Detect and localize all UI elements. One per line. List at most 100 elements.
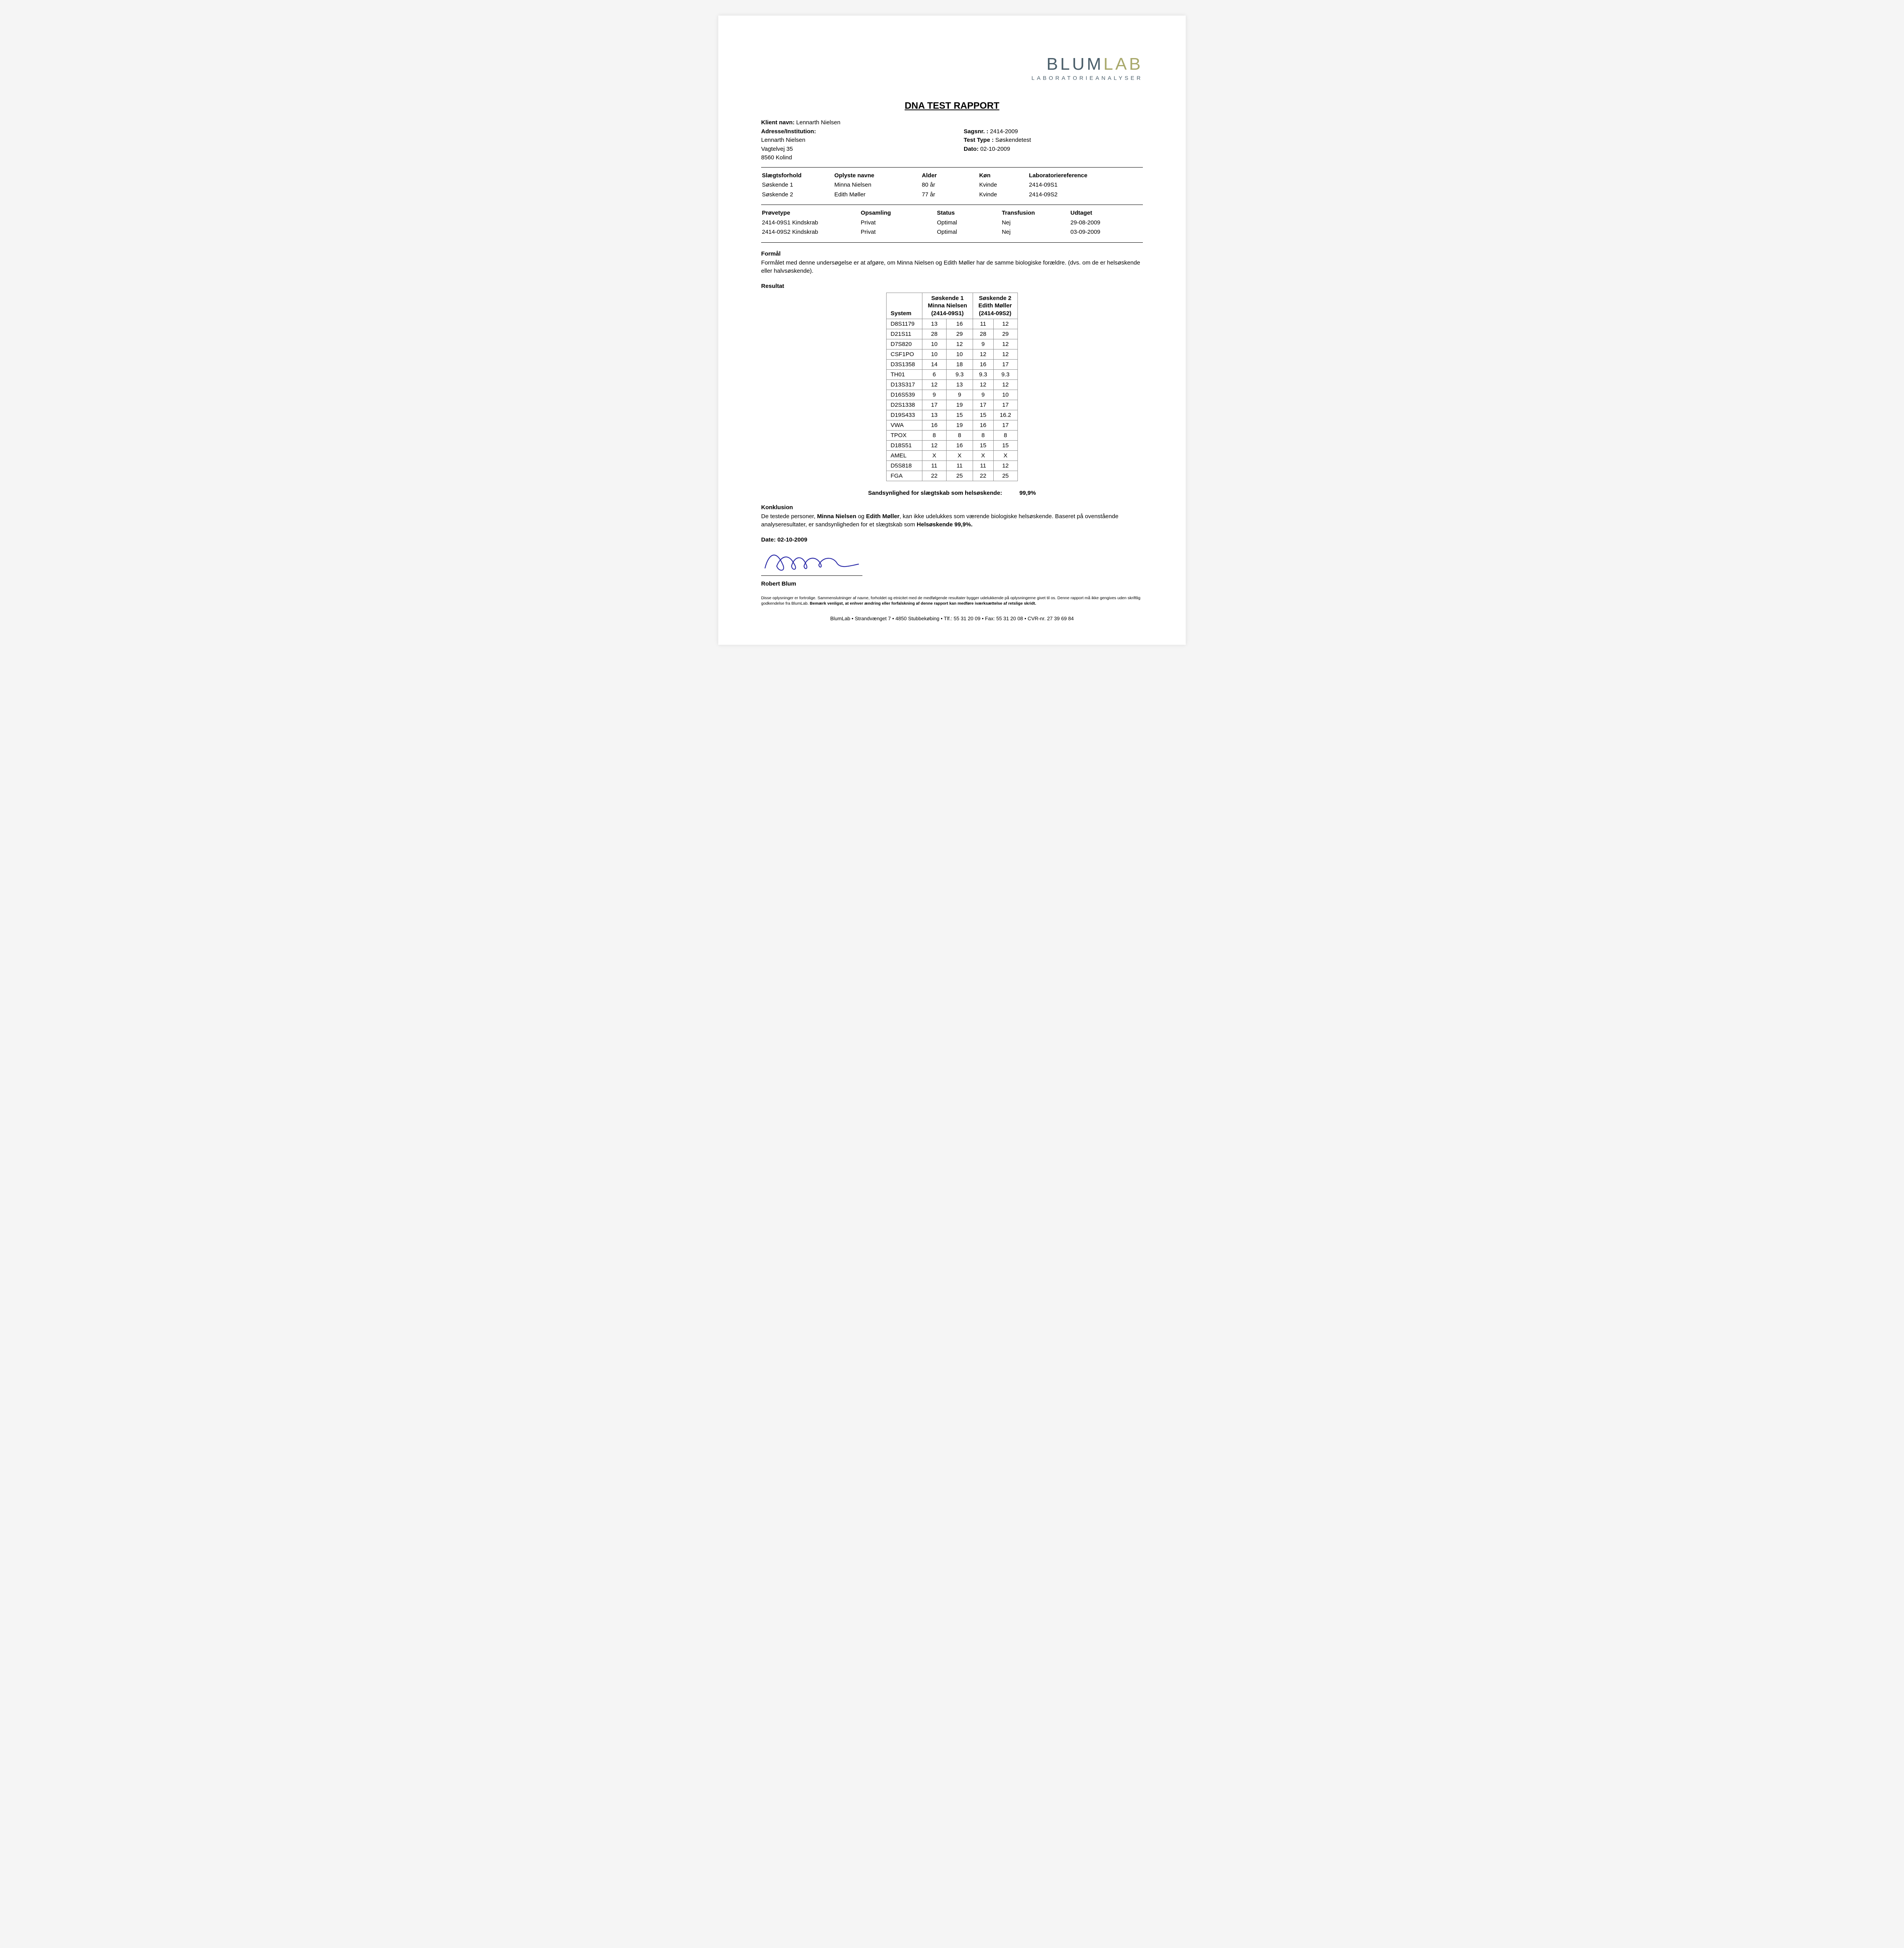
result-cell: 15 (947, 410, 973, 420)
samp-h2: Opsamling (861, 209, 936, 218)
result-cell: 15 (973, 441, 993, 451)
result-cell: TH01 (887, 370, 922, 380)
rel-c: 2414-09S2 (1029, 191, 1142, 199)
result-cell: X (993, 451, 1017, 461)
rel-h5: Laboratoriereference (1029, 171, 1142, 180)
client-addr2: Vagtelvej 35 (761, 145, 940, 154)
result-cell: 29 (947, 329, 973, 339)
case-label: Sagsnr. : (964, 128, 988, 135)
footer: BlumLab • Strandvænget 7 • 4850 Stubbekø… (761, 616, 1143, 621)
separator (761, 242, 1143, 243)
rt-h-s1: Søskende 1 Minna Nielsen (2414-09S1) (922, 293, 973, 319)
result-cell: 17 (993, 360, 1017, 370)
concl-t4: Helsøskende 99,9%. (917, 521, 972, 528)
samp-c: 2414-09S2 Kindskrab (762, 228, 860, 237)
date-label: Dato: (964, 146, 978, 152)
rt-h-sys: System (887, 293, 922, 319)
rt-h-s1a: Søskende 1 (931, 295, 964, 302)
probability-line: Sandsynlighed for slægtskab som helsøske… (761, 490, 1143, 496)
result-table: System Søskende 1 Minna Nielsen (2414-09… (886, 293, 1017, 482)
result-cell: 9 (973, 339, 993, 349)
sig-date-label: Date: (761, 536, 777, 543)
rel-h1: Slægtsforhold (762, 171, 834, 180)
result-cell: 14 (922, 360, 946, 370)
result-cell: 8 (922, 431, 946, 441)
rt-h-s1c: (2414-09S1) (931, 310, 964, 317)
signature-date-line: Date: 02-10-2009 (761, 536, 1143, 545)
samp-c: Nej (1002, 219, 1070, 228)
probability-value: 99,9% (1019, 490, 1036, 496)
result-cell: 16 (922, 420, 946, 431)
result-cell: D8S1179 (887, 319, 922, 329)
result-cell: 17 (922, 400, 946, 410)
purpose-text: Formålet med denne undersøgelse er at af… (761, 259, 1143, 275)
samp-c: Nej (1002, 228, 1070, 237)
type-label: Test Type : (964, 137, 994, 143)
samp-h3: Status (937, 209, 1001, 218)
result-cell: 12 (973, 349, 993, 360)
rt-h-s2c: (2414-09S2) (979, 310, 1011, 317)
result-cell: 15 (973, 410, 993, 420)
result-cell: 18 (947, 360, 973, 370)
result-cell: X (947, 451, 973, 461)
result-cell: 6 (922, 370, 946, 380)
conclusion-text: De testede personer, Minna Nielsen og Ed… (761, 512, 1143, 529)
result-cell: D19S433 (887, 410, 922, 420)
result-cell: 12 (993, 339, 1017, 349)
result-cell: X (973, 451, 993, 461)
result-cell: 19 (947, 400, 973, 410)
logo-part2: LAB (1104, 55, 1143, 74)
table-row: 2414-09S1 Kindskrab Privat Optimal Nej 2… (762, 219, 1142, 228)
result-cell: 11 (973, 461, 993, 471)
rel-c: Søskende 1 (762, 181, 834, 190)
logo-block: BLUMLAB LABORATORIEANALYSER (761, 55, 1143, 81)
relationship-table: Slægtsforhold Oplyste navne Alder Køn La… (761, 171, 1143, 200)
table-row: D18S5112161515 (887, 441, 1017, 451)
date-value: 02-10-2009 (980, 146, 1010, 152)
result-cell: 12 (947, 339, 973, 349)
table-row: 2414-09S2 Kindskrab Privat Optimal Nej 0… (762, 228, 1142, 237)
rel-c: 2414-09S1 (1029, 181, 1142, 190)
client-addr3: 8560 Kolind (761, 154, 940, 162)
table-row: D16S53999910 (887, 390, 1017, 400)
signature-icon (761, 545, 862, 576)
result-cell: D2S1338 (887, 400, 922, 410)
result-cell: D13S317 (887, 380, 922, 390)
result-cell: VWA (887, 420, 922, 431)
samp-c: 2414-09S1 Kindskrab (762, 219, 860, 228)
table-row: D2S133817191717 (887, 400, 1017, 410)
concl-t1: De testede personer, (761, 513, 817, 520)
result-cell: 16 (973, 420, 993, 431)
report-page: BLUMLAB LABORATORIEANALYSER DNA TEST RAP… (718, 16, 1186, 645)
result-cell: D16S539 (887, 390, 922, 400)
result-cell: 9.3 (993, 370, 1017, 380)
disclaimer: Disse oplysninger er fortrolige. Sammens… (761, 595, 1143, 606)
result-cell: 9.3 (947, 370, 973, 380)
result-cell: 9 (973, 390, 993, 400)
result-cell: 12 (993, 349, 1017, 360)
rt-h-s2: Søskende 2 Edith Møller (2414-09S2) (973, 293, 1017, 319)
result-cell: D18S51 (887, 441, 922, 451)
samp-c: Optimal (937, 228, 1001, 237)
client-block: Klient navn: Lennarth Nielsen Adresse/In… (761, 118, 940, 162)
rel-h3: Alder (922, 171, 978, 180)
result-cell: 16 (973, 360, 993, 370)
result-cell: 15 (993, 441, 1017, 451)
table-row: D5S81811111112 (887, 461, 1017, 471)
result-cell: 16 (947, 441, 973, 451)
result-cell: 25 (993, 471, 1017, 481)
table-row: CSF1PO10101212 (887, 349, 1017, 360)
result-cell: X (922, 451, 946, 461)
result-cell: 10 (947, 349, 973, 360)
result-cell: 17 (993, 420, 1017, 431)
rel-c: Søskende 2 (762, 191, 834, 199)
table-row: VWA16191617 (887, 420, 1017, 431)
result-cell: 9 (922, 390, 946, 400)
disclaimer-bold: Bemærk venligst, at enhver ændring eller… (810, 601, 1036, 606)
case-value: 2414-2009 (990, 128, 1018, 135)
result-cell: D7S820 (887, 339, 922, 349)
client-addr-label: Adresse/Institution: (761, 127, 940, 136)
report-title: DNA TEST RAPPORT (761, 101, 1143, 111)
table-row: TH0169.39.39.3 (887, 370, 1017, 380)
rt-h-s2a: Søskende 2 (979, 295, 1011, 302)
